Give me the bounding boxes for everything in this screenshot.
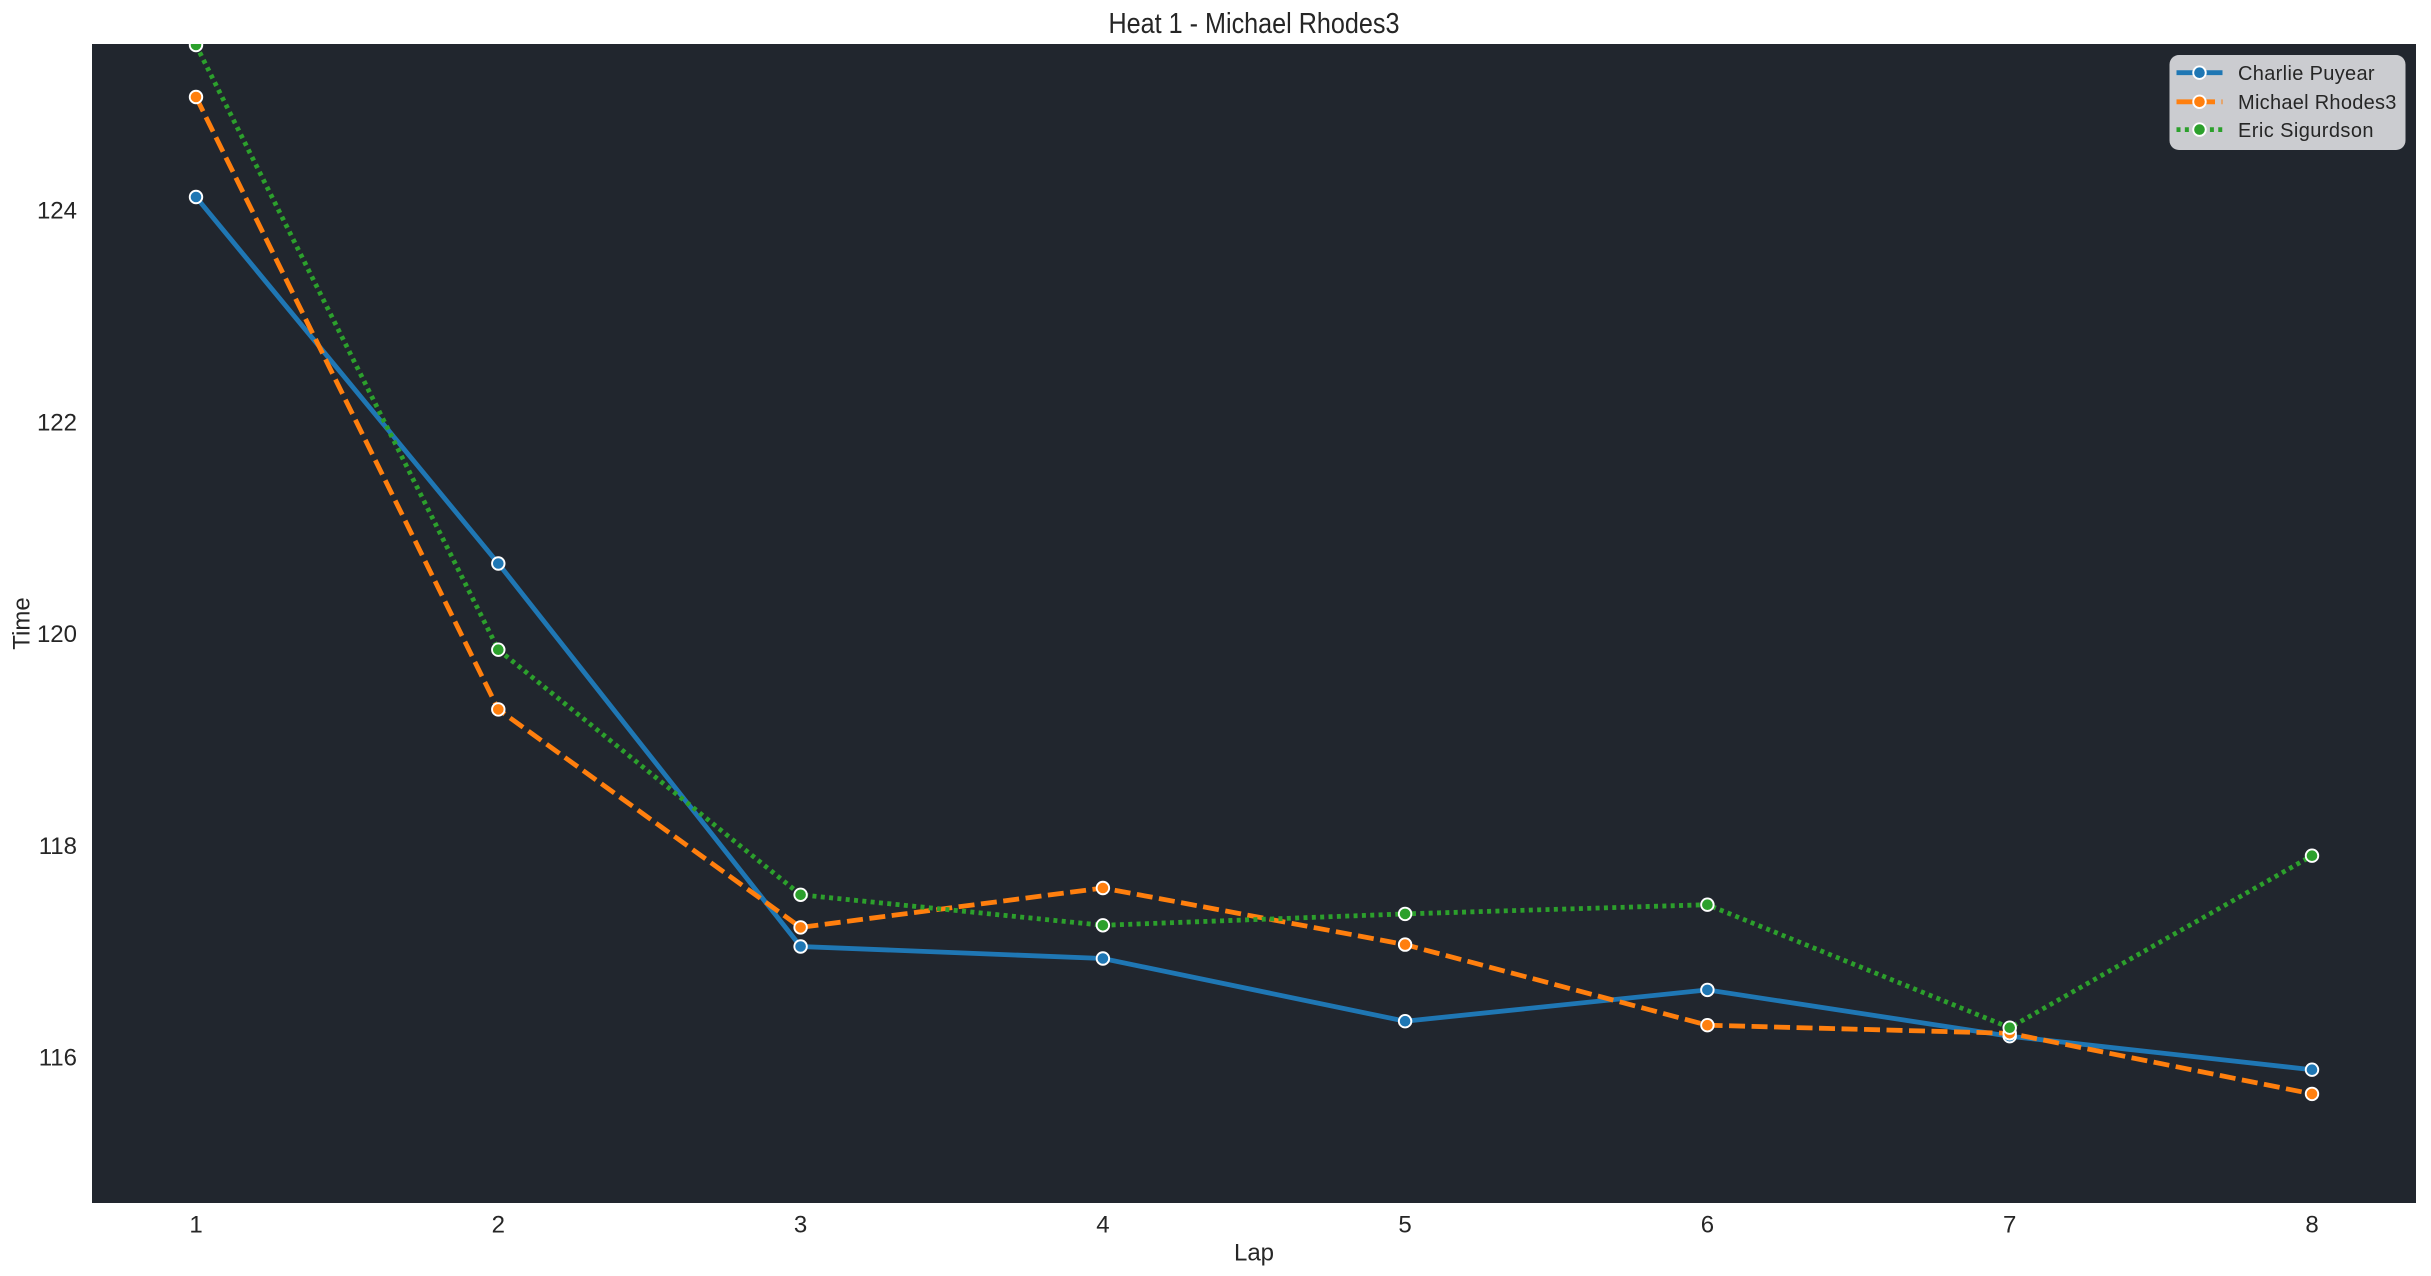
svg-text:116: 116 [39,1045,77,1072]
svg-text:4: 4 [1096,1212,1109,1239]
svg-text:5: 5 [1398,1212,1411,1239]
svg-text:2: 2 [492,1212,505,1239]
svg-text:Time: Time [9,597,36,649]
svg-text:118: 118 [39,833,77,860]
svg-text:8: 8 [2305,1212,2318,1239]
svg-text:Michael Rhodes3: Michael Rhodes3 [2238,92,2396,114]
svg-text:124: 124 [37,198,77,225]
svg-text:Lap: Lap [1234,1239,1274,1266]
svg-text:Eric Sigurdson: Eric Sigurdson [2238,120,2374,142]
svg-text:7: 7 [2003,1212,2016,1239]
svg-text:120: 120 [37,621,77,648]
svg-text:122: 122 [37,409,77,436]
svg-text:Charlie Puyear: Charlie Puyear [2238,63,2375,85]
svg-text:1: 1 [189,1212,202,1239]
svg-text:6: 6 [1701,1212,1714,1239]
svg-text:Heat 1 - Michael Rhodes3: Heat 1 - Michael Rhodes3 [1109,8,1400,40]
svg-text:3: 3 [794,1212,807,1239]
